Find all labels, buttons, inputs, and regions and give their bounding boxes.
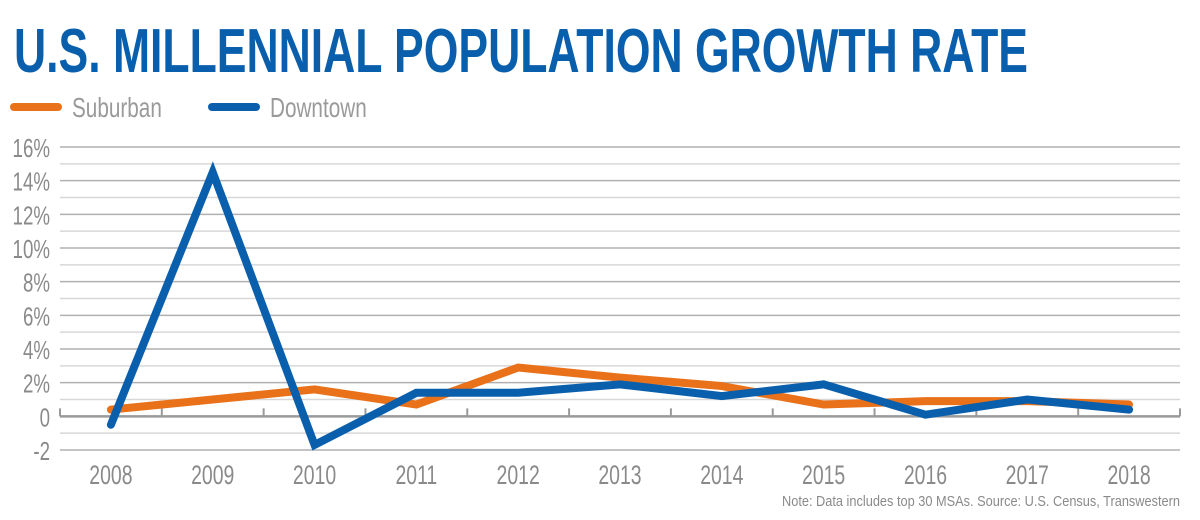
x-tick-label: 2011 bbox=[395, 460, 437, 490]
y-tick-label: 0 bbox=[40, 402, 50, 432]
y-tick-label: 8% bbox=[23, 268, 50, 298]
series-lines bbox=[111, 172, 1129, 445]
y-tick-label: 2% bbox=[23, 369, 50, 399]
x-tick-label: 2015 bbox=[802, 460, 845, 490]
x-tick-label: 2014 bbox=[700, 460, 743, 490]
x-tick-label: 2017 bbox=[1006, 460, 1049, 490]
y-tick-label: 4% bbox=[23, 335, 50, 365]
x-tick-label: 2012 bbox=[497, 460, 540, 490]
chart-title: U.S. MILLENNIAL POPULATION GROWTH RATE bbox=[14, 17, 1028, 86]
y-tick-label: -2 bbox=[33, 436, 50, 466]
source-note: Note: Data includes top 30 MSAs. Source:… bbox=[782, 493, 1180, 510]
legend: Suburban Downtown bbox=[14, 93, 367, 124]
x-tick-label: 2016 bbox=[904, 460, 947, 490]
series-line-downtown bbox=[111, 172, 1129, 445]
x-tick-label: 2009 bbox=[191, 460, 234, 490]
x-tick-label: 2013 bbox=[598, 460, 641, 490]
x-axis: 2008 2009 2010 2011 2012 2013 2014 2015 2016 2017… bbox=[60, 408, 1180, 489]
y-tick-label: 10% bbox=[13, 234, 50, 264]
y-tick-label: 14% bbox=[13, 167, 50, 197]
legend-label-suburban: Suburban bbox=[72, 93, 162, 124]
legend-label-downtown: Downtown bbox=[270, 93, 367, 124]
x-tick-label: 2018 bbox=[1107, 460, 1150, 490]
x-tick-label: 2010 bbox=[293, 460, 336, 490]
x-tick-label: 2008 bbox=[89, 460, 132, 490]
y-tick-label: 6% bbox=[23, 301, 50, 331]
y-tick-label: 12% bbox=[13, 200, 50, 230]
y-tick-label: 16% bbox=[13, 133, 50, 163]
y-axis-ticks: -2 02% 4% 6%8% 10% 12%14% 16% bbox=[13, 133, 50, 466]
